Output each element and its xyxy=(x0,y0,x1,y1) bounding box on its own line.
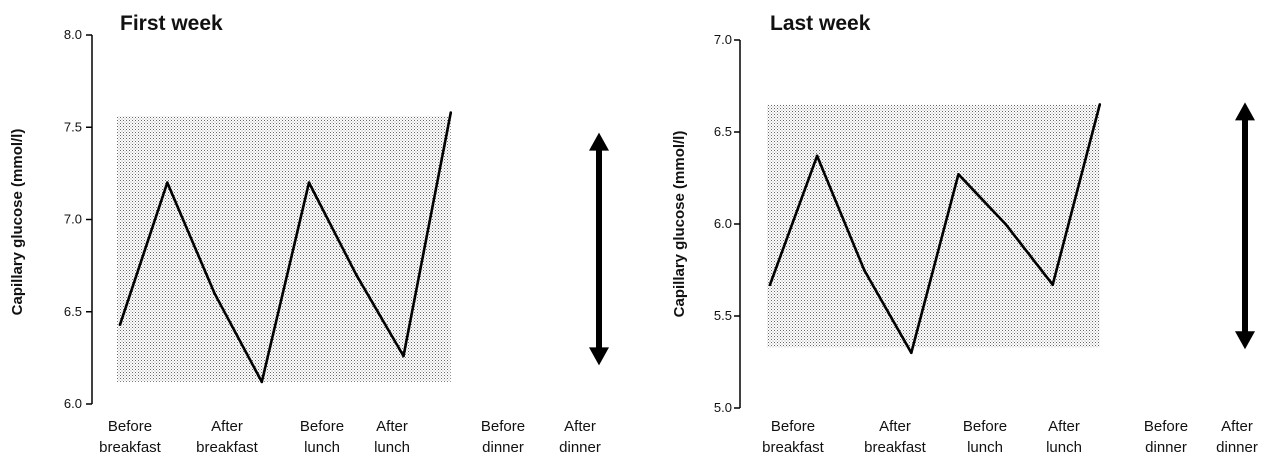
chart-title: Last week xyxy=(770,12,871,35)
y-tick-label: 7.0 xyxy=(64,212,82,227)
x-category-label: After lunch xyxy=(1046,418,1082,456)
x-category-label: Before dinner xyxy=(1144,418,1188,456)
y-tick-label: 7.5 xyxy=(64,119,82,134)
range-arrow-head-down xyxy=(589,347,609,366)
x-category-label: After dinner xyxy=(1216,418,1258,456)
data-point xyxy=(307,181,311,184)
data-series-line xyxy=(118,112,453,384)
data-point xyxy=(1098,103,1102,106)
x-category-label: Before lunch xyxy=(300,418,344,456)
y-tick-label: 6.5 xyxy=(714,124,732,139)
chart-panel-last-week: Last week Capillary glucose (mmol/l) 5.0 5.… xyxy=(671,12,1258,456)
data-point xyxy=(957,173,960,176)
y-tick-label: 5.5 xyxy=(714,308,732,323)
data-point xyxy=(402,354,405,358)
y-tick-label: 5.0 xyxy=(714,400,732,415)
range-arrow-head-up xyxy=(589,132,609,151)
shaded-range xyxy=(767,104,1100,348)
data-point xyxy=(910,351,913,355)
x-category-label: Before dinner xyxy=(481,418,525,456)
chart-title: First week xyxy=(120,12,223,35)
data-point xyxy=(165,181,169,184)
data-point xyxy=(449,111,453,114)
y-axis-label: Capillary glucose (mmol/l) xyxy=(671,131,688,318)
data-point xyxy=(354,273,358,277)
data-point xyxy=(815,154,819,158)
data-point xyxy=(1004,222,1007,226)
y-tick-label: 7.0 xyxy=(714,32,732,47)
data-point xyxy=(862,268,866,272)
x-category-label: Before breakfast xyxy=(99,418,162,456)
data-point xyxy=(260,380,264,384)
x-category-label: After lunch xyxy=(374,418,410,456)
y-tick-label: 6.0 xyxy=(64,396,82,411)
x-category-label: After dinner xyxy=(559,418,601,456)
x-category-label: After breakfast xyxy=(864,418,927,456)
shaded-range xyxy=(117,116,451,382)
y-axis-label: Capillary glucose (mmol/l) xyxy=(9,129,26,316)
range-arrow-head-down xyxy=(1235,331,1255,350)
y-tick-label: 8.0 xyxy=(64,27,82,42)
data-series-line xyxy=(768,104,1102,355)
data-point xyxy=(118,323,122,326)
y-tick-label: 6.0 xyxy=(714,216,732,231)
x-category-label: After breakfast xyxy=(196,418,259,456)
chart-panel-first-week: First week Capillary glucose (mmol/l) 6.0 6… xyxy=(9,12,609,456)
y-tick-label: 6.5 xyxy=(64,304,82,319)
data-point xyxy=(213,292,216,295)
range-arrow-head-up xyxy=(1235,102,1255,121)
data-point xyxy=(768,283,772,287)
x-category-label: Before lunch xyxy=(963,418,1007,456)
x-category-label: Before breakfast xyxy=(762,418,825,456)
data-point xyxy=(1051,283,1054,287)
